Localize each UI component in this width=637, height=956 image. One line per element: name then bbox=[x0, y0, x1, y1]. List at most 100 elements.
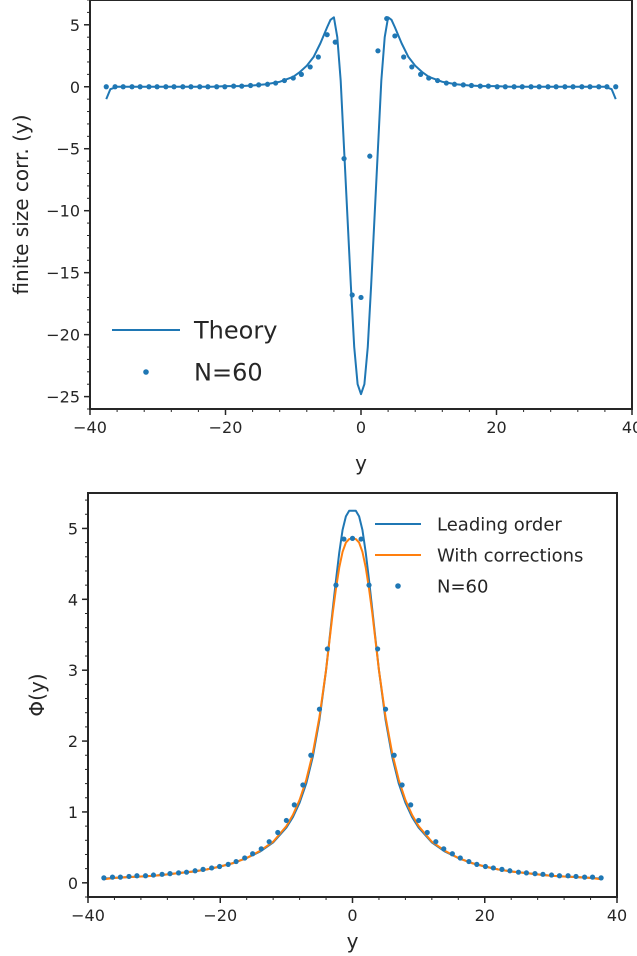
data-point bbox=[553, 84, 559, 90]
data-point bbox=[515, 869, 522, 875]
x-tick-label: 20 bbox=[475, 906, 495, 925]
data-point bbox=[291, 802, 297, 808]
data-point bbox=[290, 75, 296, 81]
data-point bbox=[358, 536, 364, 542]
data-point bbox=[256, 82, 262, 88]
data-point bbox=[582, 874, 588, 880]
data-point bbox=[142, 873, 149, 879]
y-tick-label: 1 bbox=[68, 803, 78, 822]
data-point bbox=[589, 874, 596, 880]
data-point bbox=[565, 873, 571, 879]
data-point bbox=[298, 71, 304, 77]
data-point bbox=[494, 84, 500, 90]
data-point bbox=[367, 153, 373, 159]
plot-area bbox=[101, 509, 604, 881]
data-point bbox=[416, 817, 422, 824]
data-point bbox=[120, 84, 126, 90]
y-axis-label: finite size corr. (y) bbox=[9, 114, 33, 294]
y-tick-label: −25 bbox=[46, 388, 80, 407]
data-point bbox=[562, 84, 568, 90]
data-point bbox=[264, 81, 271, 87]
chart-panel-1: −40 −20 0 20 40 5 0 −5 −10 −15 −20 −25 y finite size … bbox=[9, 0, 637, 475]
y-tick-label: 2 bbox=[68, 732, 78, 751]
data-point bbox=[247, 82, 254, 89]
data-point bbox=[129, 84, 135, 90]
data-point bbox=[109, 874, 116, 880]
y-tick-label: −15 bbox=[46, 264, 80, 283]
y-tick-label: 5 bbox=[70, 16, 80, 35]
data-point bbox=[283, 817, 289, 824]
data-point bbox=[167, 871, 173, 877]
legend-swatch-marker bbox=[395, 583, 401, 589]
y-tick-label: 0 bbox=[70, 78, 80, 97]
data-point bbox=[392, 33, 398, 39]
x-tick-label: 0 bbox=[347, 906, 357, 925]
data-point bbox=[613, 84, 619, 90]
data-point bbox=[200, 866, 206, 872]
data-point bbox=[216, 863, 223, 870]
legend-swatch-marker bbox=[143, 369, 149, 375]
data-point bbox=[146, 84, 152, 90]
data-point bbox=[424, 829, 430, 836]
data-point bbox=[507, 868, 513, 874]
data-point bbox=[188, 84, 194, 90]
data-point bbox=[126, 873, 132, 880]
data-point bbox=[112, 84, 118, 90]
data-point bbox=[134, 873, 140, 879]
data-point bbox=[101, 875, 107, 881]
data-point bbox=[341, 536, 347, 542]
data-point bbox=[258, 846, 264, 852]
data-point bbox=[409, 64, 415, 70]
data-point bbox=[308, 752, 314, 758]
data-point bbox=[159, 871, 165, 877]
data-point bbox=[225, 861, 231, 868]
data-point bbox=[333, 582, 339, 588]
data-point bbox=[482, 863, 489, 870]
x-tick-label: 40 bbox=[607, 906, 627, 925]
data-point bbox=[222, 84, 228, 90]
data-point bbox=[375, 646, 381, 652]
data-point bbox=[266, 839, 272, 845]
data-point bbox=[180, 84, 186, 90]
data-point bbox=[366, 582, 372, 588]
y-tick-label: 5 bbox=[68, 519, 78, 538]
data-point bbox=[604, 84, 610, 90]
data-point bbox=[457, 855, 463, 861]
data-point bbox=[587, 84, 593, 90]
data-point bbox=[451, 81, 458, 87]
data-point bbox=[183, 869, 190, 875]
data-point bbox=[408, 802, 414, 808]
data-point bbox=[474, 861, 480, 868]
data-point bbox=[499, 866, 505, 872]
legend: Leading order With corrections N=60 bbox=[375, 514, 583, 597]
data-point bbox=[154, 84, 160, 90]
data-point bbox=[570, 84, 576, 90]
data-point bbox=[332, 39, 338, 45]
data-point bbox=[556, 873, 563, 879]
data-point bbox=[349, 535, 356, 541]
legend-label: With corrections bbox=[437, 545, 583, 566]
legend-label: Theory bbox=[193, 317, 277, 345]
data-point bbox=[449, 851, 455, 857]
data-point bbox=[460, 82, 466, 88]
data-point bbox=[209, 865, 215, 871]
y-tick-label: 0 bbox=[68, 874, 78, 893]
y-tick-label: 3 bbox=[68, 661, 78, 680]
data-point bbox=[401, 54, 407, 60]
data-point bbox=[341, 156, 347, 162]
data-point bbox=[375, 48, 381, 54]
data-point bbox=[519, 84, 525, 90]
legend-label: N=60 bbox=[437, 576, 488, 597]
x-tick-label: −20 bbox=[203, 906, 237, 925]
data-point bbox=[511, 84, 517, 90]
data-point bbox=[384, 15, 390, 22]
data-point bbox=[490, 865, 496, 871]
legend: Theory N=60 bbox=[112, 317, 277, 387]
y-axis-label: Φ(y) bbox=[25, 673, 49, 716]
data-point bbox=[536, 84, 542, 90]
data-point bbox=[466, 858, 472, 865]
x-tick-label: 40 bbox=[622, 418, 637, 437]
data-point bbox=[358, 294, 364, 301]
x-tick-label: −40 bbox=[71, 906, 105, 925]
data-point bbox=[150, 872, 157, 878]
